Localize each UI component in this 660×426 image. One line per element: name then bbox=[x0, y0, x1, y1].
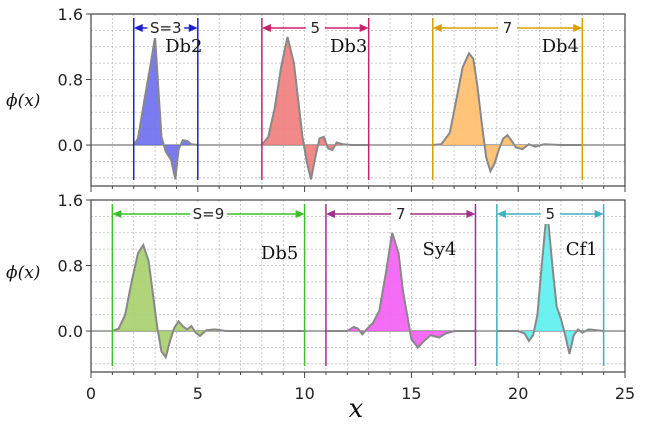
wavelet-name: Db3 bbox=[330, 36, 367, 57]
wavelet-name: Cf1 bbox=[566, 239, 598, 260]
arrowhead-right bbox=[295, 210, 305, 218]
x-axis-label: x bbox=[349, 394, 364, 424]
y-tick-label: 1.6 bbox=[58, 191, 83, 210]
bottom-panel: S=9 Db5 7 Sy4 5 Cf1 1.6 0.8 0.0 0 5 10 15 20 25 ϕ(x) bbox=[6, 191, 635, 403]
support-label: 5 bbox=[545, 205, 555, 223]
wavelet-area-db4 bbox=[432, 53, 583, 172]
y-tick-label: 0.8 bbox=[58, 257, 83, 276]
wavelet-name: Db5 bbox=[261, 243, 298, 264]
wavelet-curve-db4 bbox=[432, 51, 583, 174]
support-label-bg bbox=[305, 18, 325, 38]
arrowhead-right bbox=[188, 24, 198, 32]
wavelet-area-sy4 bbox=[325, 232, 476, 348]
arrowhead-right bbox=[573, 24, 583, 32]
plot-background bbox=[91, 14, 625, 186]
support-label: 7 bbox=[396, 205, 406, 223]
wavelet-name: Sy4 bbox=[423, 239, 457, 260]
support-label-bg bbox=[540, 204, 560, 224]
wavelet-curve-sy4 bbox=[325, 232, 476, 349]
plot-frame bbox=[90, 199, 626, 373]
plot-frame bbox=[90, 13, 626, 187]
series-db5: S=9 Db5 bbox=[111, 204, 306, 366]
y-tick-label: 1.6 bbox=[58, 5, 83, 24]
series-db4: 7 Db4 bbox=[432, 18, 584, 180]
wavelet-curve-db5 bbox=[112, 242, 305, 360]
wavelet-area-db3 bbox=[261, 36, 369, 180]
arrowhead-right bbox=[594, 210, 604, 218]
wavelet-curve-db2 bbox=[132, 36, 198, 180]
support-label: 7 bbox=[503, 19, 513, 37]
series-cf1: 5 Cf1 bbox=[496, 204, 605, 366]
x-tick-label: 0 bbox=[86, 384, 96, 403]
x-tick-label: 15 bbox=[401, 384, 421, 403]
wavelet-curve-cf1 bbox=[496, 208, 604, 355]
y-tick-label: 0.0 bbox=[58, 322, 83, 341]
support-label: S=9 bbox=[193, 205, 225, 223]
x-tick-label: 20 bbox=[508, 384, 528, 403]
x-tick-label: 5 bbox=[193, 384, 203, 403]
series-sy4: 7 Sy4 bbox=[325, 204, 477, 366]
wavelet-name: Db4 bbox=[542, 36, 579, 57]
wavelet-area-cf1 bbox=[496, 208, 604, 354]
series-db3: 5 Db3 bbox=[261, 18, 370, 180]
support-label-bg bbox=[189, 204, 227, 224]
arrowhead-left bbox=[112, 210, 122, 218]
wavelet-curve-db3 bbox=[261, 36, 369, 180]
wavelet-name: Db2 bbox=[165, 36, 202, 57]
arrowhead-left bbox=[432, 24, 442, 32]
x-tick-label: 10 bbox=[294, 384, 314, 403]
support-label: S=3 bbox=[150, 19, 182, 37]
y-tick-label: 0.8 bbox=[58, 71, 83, 90]
y-axis-label: ϕ(x) bbox=[6, 263, 40, 283]
plot-background bbox=[91, 200, 625, 372]
arrowhead-left bbox=[496, 210, 506, 218]
arrowhead-right bbox=[359, 24, 369, 32]
support-label-bg bbox=[498, 18, 518, 38]
arrowhead-left bbox=[133, 24, 143, 32]
arrowhead-left bbox=[325, 210, 335, 218]
wavelet-area-db5 bbox=[112, 245, 305, 358]
support-label-bg bbox=[391, 204, 411, 224]
support-label: 5 bbox=[311, 19, 321, 37]
arrowhead-left bbox=[261, 24, 271, 32]
arrowhead-right bbox=[466, 210, 476, 218]
y-axis-label: ϕ(x) bbox=[6, 91, 40, 111]
y-tick-label: 0.0 bbox=[58, 136, 83, 155]
support-label-bg bbox=[147, 18, 185, 38]
x-tick-label: 25 bbox=[615, 384, 635, 403]
